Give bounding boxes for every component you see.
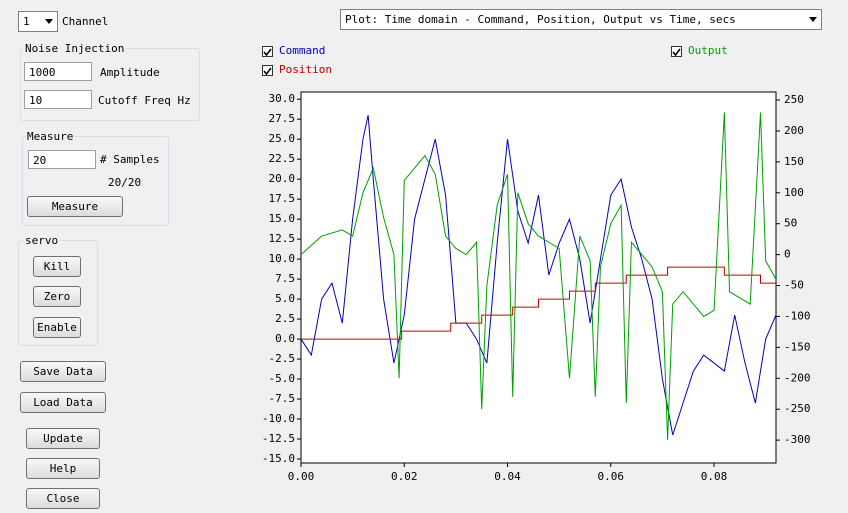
y-tick-label: 17.5 bbox=[269, 192, 296, 205]
y2-tick-label: -200 bbox=[784, 371, 811, 384]
legend-checkbox[interactable] bbox=[671, 46, 682, 57]
x-tick-label: 0.02 bbox=[391, 470, 418, 483]
enable-button[interactable]: Enable bbox=[33, 317, 81, 338]
y-tick-label: 10.0 bbox=[269, 252, 296, 265]
y-tick-label: -10.0 bbox=[262, 412, 295, 425]
legend-label: Output bbox=[688, 44, 728, 57]
y-tick-label: 20.0 bbox=[269, 172, 296, 185]
group-label: Measure bbox=[25, 130, 76, 143]
check-mark bbox=[263, 48, 272, 57]
amplitude-input[interactable]: 1000 bbox=[24, 62, 92, 81]
legend-label: Position bbox=[279, 63, 332, 76]
check-mark bbox=[263, 67, 272, 76]
y-tick-label: 27.5 bbox=[269, 112, 296, 125]
chart: 30.0 27.5 25.0 22.5 20.0 17.5 15.0 12.5 10.0 7.5 5… bbox=[262, 91, 811, 483]
legend-checkbox[interactable] bbox=[262, 65, 273, 76]
cutoff-input[interactable]: 10 bbox=[24, 90, 92, 109]
plot-area bbox=[300, 91, 777, 464]
y-tick-label: 7.5 bbox=[275, 272, 295, 285]
load-button[interactable]: Load Data bbox=[20, 392, 106, 413]
series-line bbox=[300, 115, 777, 436]
channel-label: Channel bbox=[62, 15, 109, 28]
dropdown-arrow bbox=[809, 17, 817, 22]
x-tick-label: 0.04 bbox=[494, 470, 521, 483]
y-tick-label: 0.0 bbox=[275, 332, 295, 345]
cutoff-label: Cutoff Freq Hz bbox=[98, 94, 191, 107]
measure-group bbox=[22, 136, 169, 226]
series-line bbox=[301, 266, 776, 340]
legend-label: Command bbox=[279, 44, 326, 57]
save-button[interactable]: Save Data bbox=[20, 361, 106, 382]
y-tick-label: -5.0 bbox=[269, 372, 296, 385]
plot-select-value: Plot: Time domain - Command, Position, O… bbox=[345, 13, 736, 26]
x-tick-label: 0.06 bbox=[598, 470, 625, 483]
y-tick-label: 15.0 bbox=[269, 212, 296, 225]
plot-select[interactable]: Plot: Time domain - Command, Position, O… bbox=[340, 9, 822, 30]
help-button[interactable]: Help bbox=[26, 458, 100, 479]
check-mark bbox=[672, 48, 681, 57]
y-tick-label: 30.0 bbox=[269, 92, 296, 105]
y-tick-label: -12.5 bbox=[262, 432, 295, 445]
x-tick-label: 0.00 bbox=[288, 470, 315, 483]
samples-label: # Samples bbox=[100, 153, 160, 166]
y-tick-label: -15.0 bbox=[262, 452, 295, 465]
channel-select[interactable]: 1 bbox=[18, 11, 58, 32]
group-label: servo bbox=[23, 234, 61, 247]
dropdown-arrow bbox=[45, 19, 53, 24]
update-button[interactable]: Update bbox=[26, 428, 100, 449]
x-tick-label: 0.08 bbox=[701, 470, 728, 483]
y2-tick-label: 200 bbox=[784, 124, 804, 137]
amplitude-label: Amplitude bbox=[100, 66, 160, 79]
kill-button[interactable]: Kill bbox=[33, 256, 81, 277]
measure-button[interactable]: Measure bbox=[27, 196, 123, 217]
y2-tick-label: -250 bbox=[784, 402, 811, 415]
y-tick-label: 5.0 bbox=[275, 292, 295, 305]
y2-tick-label: -150 bbox=[784, 340, 811, 353]
legend-checkbox[interactable] bbox=[262, 46, 273, 57]
noise-group bbox=[20, 48, 200, 121]
y-tick-label: 22.5 bbox=[269, 152, 296, 165]
y2-tick-label: 0 bbox=[784, 248, 791, 261]
samples-progress: 20/20 bbox=[108, 176, 142, 189]
y2-tick-label: 250 bbox=[784, 93, 804, 106]
close-button[interactable]: Close bbox=[26, 488, 100, 509]
y-tick-label: -2.5 bbox=[269, 352, 296, 365]
zero-button[interactable]: Zero bbox=[33, 286, 81, 307]
y2-tick-label: -100 bbox=[784, 309, 811, 322]
y-tick-label: -7.5 bbox=[269, 392, 296, 405]
samples-input[interactable]: 20 bbox=[28, 150, 96, 169]
y-tick-label: 12.5 bbox=[269, 232, 296, 245]
y2-tick-label: 50 bbox=[784, 217, 797, 230]
y2-tick-label: 100 bbox=[784, 186, 804, 199]
group-label: Noise Injection bbox=[23, 42, 127, 55]
y-tick-label: 25.0 bbox=[269, 132, 296, 145]
y2-tick-label: 150 bbox=[784, 155, 804, 168]
y2-tick-label: -300 bbox=[784, 433, 811, 446]
y2-tick-label: -50 bbox=[784, 279, 804, 292]
series-line bbox=[300, 112, 777, 441]
channel-value: 1 bbox=[23, 15, 30, 28]
y-tick-label: 2.5 bbox=[275, 312, 295, 325]
